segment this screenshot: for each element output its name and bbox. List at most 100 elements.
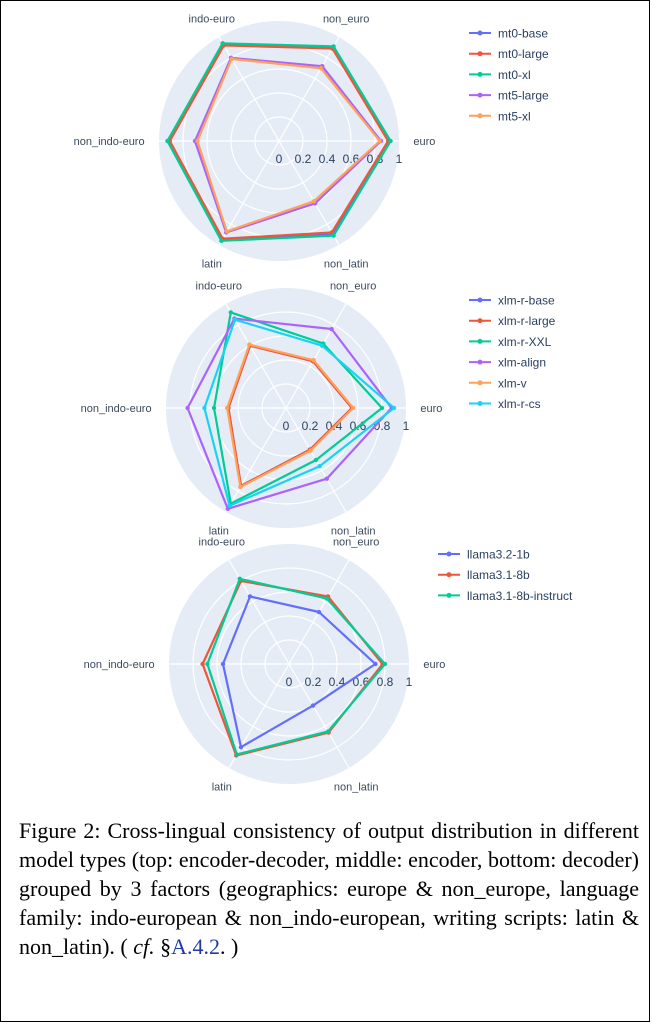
- axis-label-euro: euro: [420, 403, 442, 415]
- axis-label-latin: latin: [209, 525, 229, 537]
- radar-chart-1: 0 0.2 0.4 0.6 0.8 1euronon_latinlatinnon_indo…: [74, 14, 549, 271]
- axis-label-non_latin: non_latin: [324, 258, 369, 270]
- legend-item-llama3.1-8b-instruct[interactable]: llama3.1-8b-instruct: [438, 589, 573, 603]
- legend-marker: [477, 401, 483, 406]
- series-point-llama3.1-8b-instruct: [382, 661, 388, 667]
- radial-tick-label: 0.2: [295, 152, 312, 166]
- axis-label-non_euro: non_euro: [333, 537, 380, 549]
- legend-item-mt0-large[interactable]: mt0-large: [469, 47, 549, 61]
- radial-tick-label: 0: [286, 675, 293, 689]
- series-point-xlm-v: [311, 357, 316, 363]
- legend-item-xlm-r-cs[interactable]: xlm-r-cs: [469, 397, 541, 411]
- series-point-mt5-xl: [195, 138, 200, 144]
- series-point-mt0-xl: [165, 138, 170, 144]
- series-point-llama3.1-8b-instruct: [325, 729, 331, 734]
- axis-label-non_euro: non_euro: [323, 14, 370, 26]
- radial-tick-label: 0.4: [329, 675, 346, 689]
- legend-marker: [477, 92, 483, 98]
- axis-label-non_latin: non_latin: [334, 781, 379, 793]
- caption-ref-link[interactable]: A.4.2: [171, 934, 221, 959]
- series-point-llama3.2-1b: [316, 609, 322, 615]
- legend-item-llama3.1-8b[interactable]: llama3.1-8b: [438, 568, 530, 582]
- legend-marker: [446, 572, 452, 578]
- series-point-xlm-v: [238, 484, 243, 490]
- series-point-llama3.2-1b: [247, 594, 253, 599]
- angular-gridline: [288, 663, 350, 769]
- series-point-xlm-r-XXL: [379, 405, 385, 411]
- angular-gridline: [218, 140, 280, 246]
- figure-caption: Figure 2: Cross-lingual consistency of o…: [19, 816, 639, 961]
- legend-label: mt0-xl: [498, 68, 531, 82]
- series-point-llama3.1-8b-instruct: [205, 661, 210, 667]
- axis-label-non_indo-euro: non_indo-euro: [74, 136, 145, 148]
- legend-item-mt5-xl[interactable]: mt5-xl: [469, 109, 531, 123]
- series-point-mt5-xl: [224, 229, 229, 234]
- angular-gridline: [278, 36, 340, 142]
- series-point-llama3.1-8b-instruct: [237, 576, 242, 581]
- series-point-llama3.1-8b-instruct: [324, 596, 329, 601]
- legend-label: llama3.1-8b: [467, 568, 530, 582]
- legend-item-llama3.2-1b[interactable]: llama3.2-1b: [438, 548, 530, 562]
- radial-tick-label: 1: [396, 152, 403, 166]
- axis-label-non_euro: non_euro: [330, 281, 377, 293]
- axis-label-indo-euro: indo-euro: [199, 537, 245, 549]
- axis-label-indo-euro: indo-euro: [189, 14, 235, 26]
- legend-marker: [446, 592, 452, 598]
- series-point-mt0-xl: [331, 233, 336, 238]
- series-point-mt5-xl: [311, 199, 316, 204]
- series-point-llama3.2-1b: [238, 744, 244, 750]
- series-point-xlm-v: [247, 342, 252, 347]
- radial-tick-label: 0.4: [319, 152, 336, 166]
- axis-label-latin: latin: [212, 781, 232, 793]
- legend-marker: [477, 318, 483, 324]
- radial-tick-label: 0: [283, 419, 290, 433]
- series-point-llama3.1-8b-instruct: [234, 752, 239, 757]
- axis-label-non_indo-euro: non_indo-euro: [81, 403, 152, 415]
- series-point-xlm-r-cs: [227, 503, 232, 508]
- legend-item-xlm-r-large[interactable]: xlm-r-large: [469, 314, 556, 328]
- legend-item-mt0-xl[interactable]: mt0-xl: [469, 68, 531, 82]
- legend-item-xlm-v[interactable]: xlm-v: [469, 376, 527, 390]
- series-point-mt0-xl: [388, 138, 393, 144]
- legend-label: xlm-r-large: [498, 314, 556, 328]
- legend-marker: [477, 113, 483, 119]
- legend-item-mt0-base[interactable]: mt0-base: [469, 27, 548, 41]
- series-point-xlm-r-cs: [232, 317, 238, 322]
- radar-chart-2: 0 0.2 0.4 0.6 0.8 1euronon_latinlatinnon_indo…: [81, 281, 556, 538]
- legend-label: mt5-large: [498, 89, 549, 103]
- series-point-llama3.2-1b: [310, 703, 316, 708]
- series-point-mt5-xl: [318, 66, 324, 71]
- series-point-xlm-r-XXL: [313, 457, 319, 463]
- legend-label: xlm-align: [498, 356, 546, 370]
- legend-item-xlm-r-base[interactable]: xlm-r-base: [469, 294, 555, 308]
- legend-label: xlm-r-XXL: [498, 335, 552, 349]
- axis-label-euro: euro: [413, 136, 435, 148]
- legend-marker: [477, 380, 483, 386]
- series-point-xlm-v: [225, 405, 230, 411]
- radial-tick-label: 0.2: [302, 419, 319, 433]
- caption-cf: cf.: [133, 934, 155, 959]
- legend-item-xlm-r-XXL[interactable]: xlm-r-XXL: [469, 335, 552, 349]
- series-point-xlm-r-cs: [391, 405, 397, 411]
- legend-item-mt5-large[interactable]: mt5-large: [469, 89, 549, 103]
- series-point-mt0-xl: [219, 238, 224, 243]
- legend-label: xlm-r-base: [498, 294, 555, 308]
- legend-label: xlm-r-cs: [498, 397, 541, 411]
- series-point-xlm-align: [329, 326, 334, 332]
- legend-label: xlm-v: [498, 376, 527, 390]
- legend-marker: [477, 297, 483, 303]
- axis-label-euro: euro: [423, 659, 445, 671]
- caption-section-sign: §: [154, 934, 172, 959]
- legend-label: mt5-xl: [498, 109, 531, 123]
- axis-label-non_latin: non_latin: [331, 525, 376, 537]
- legend-item-xlm-align[interactable]: xlm-align: [469, 356, 546, 370]
- legend-marker: [477, 51, 483, 57]
- series-point-xlm-r-cs: [319, 343, 325, 348]
- series-point-llama3.2-1b: [373, 661, 378, 667]
- radial-tick-label: 0: [276, 152, 283, 166]
- legend-marker: [477, 338, 483, 344]
- legend-label: llama3.2-1b: [467, 548, 530, 562]
- angular-gridline: [228, 663, 290, 769]
- angular-gridline: [218, 36, 280, 142]
